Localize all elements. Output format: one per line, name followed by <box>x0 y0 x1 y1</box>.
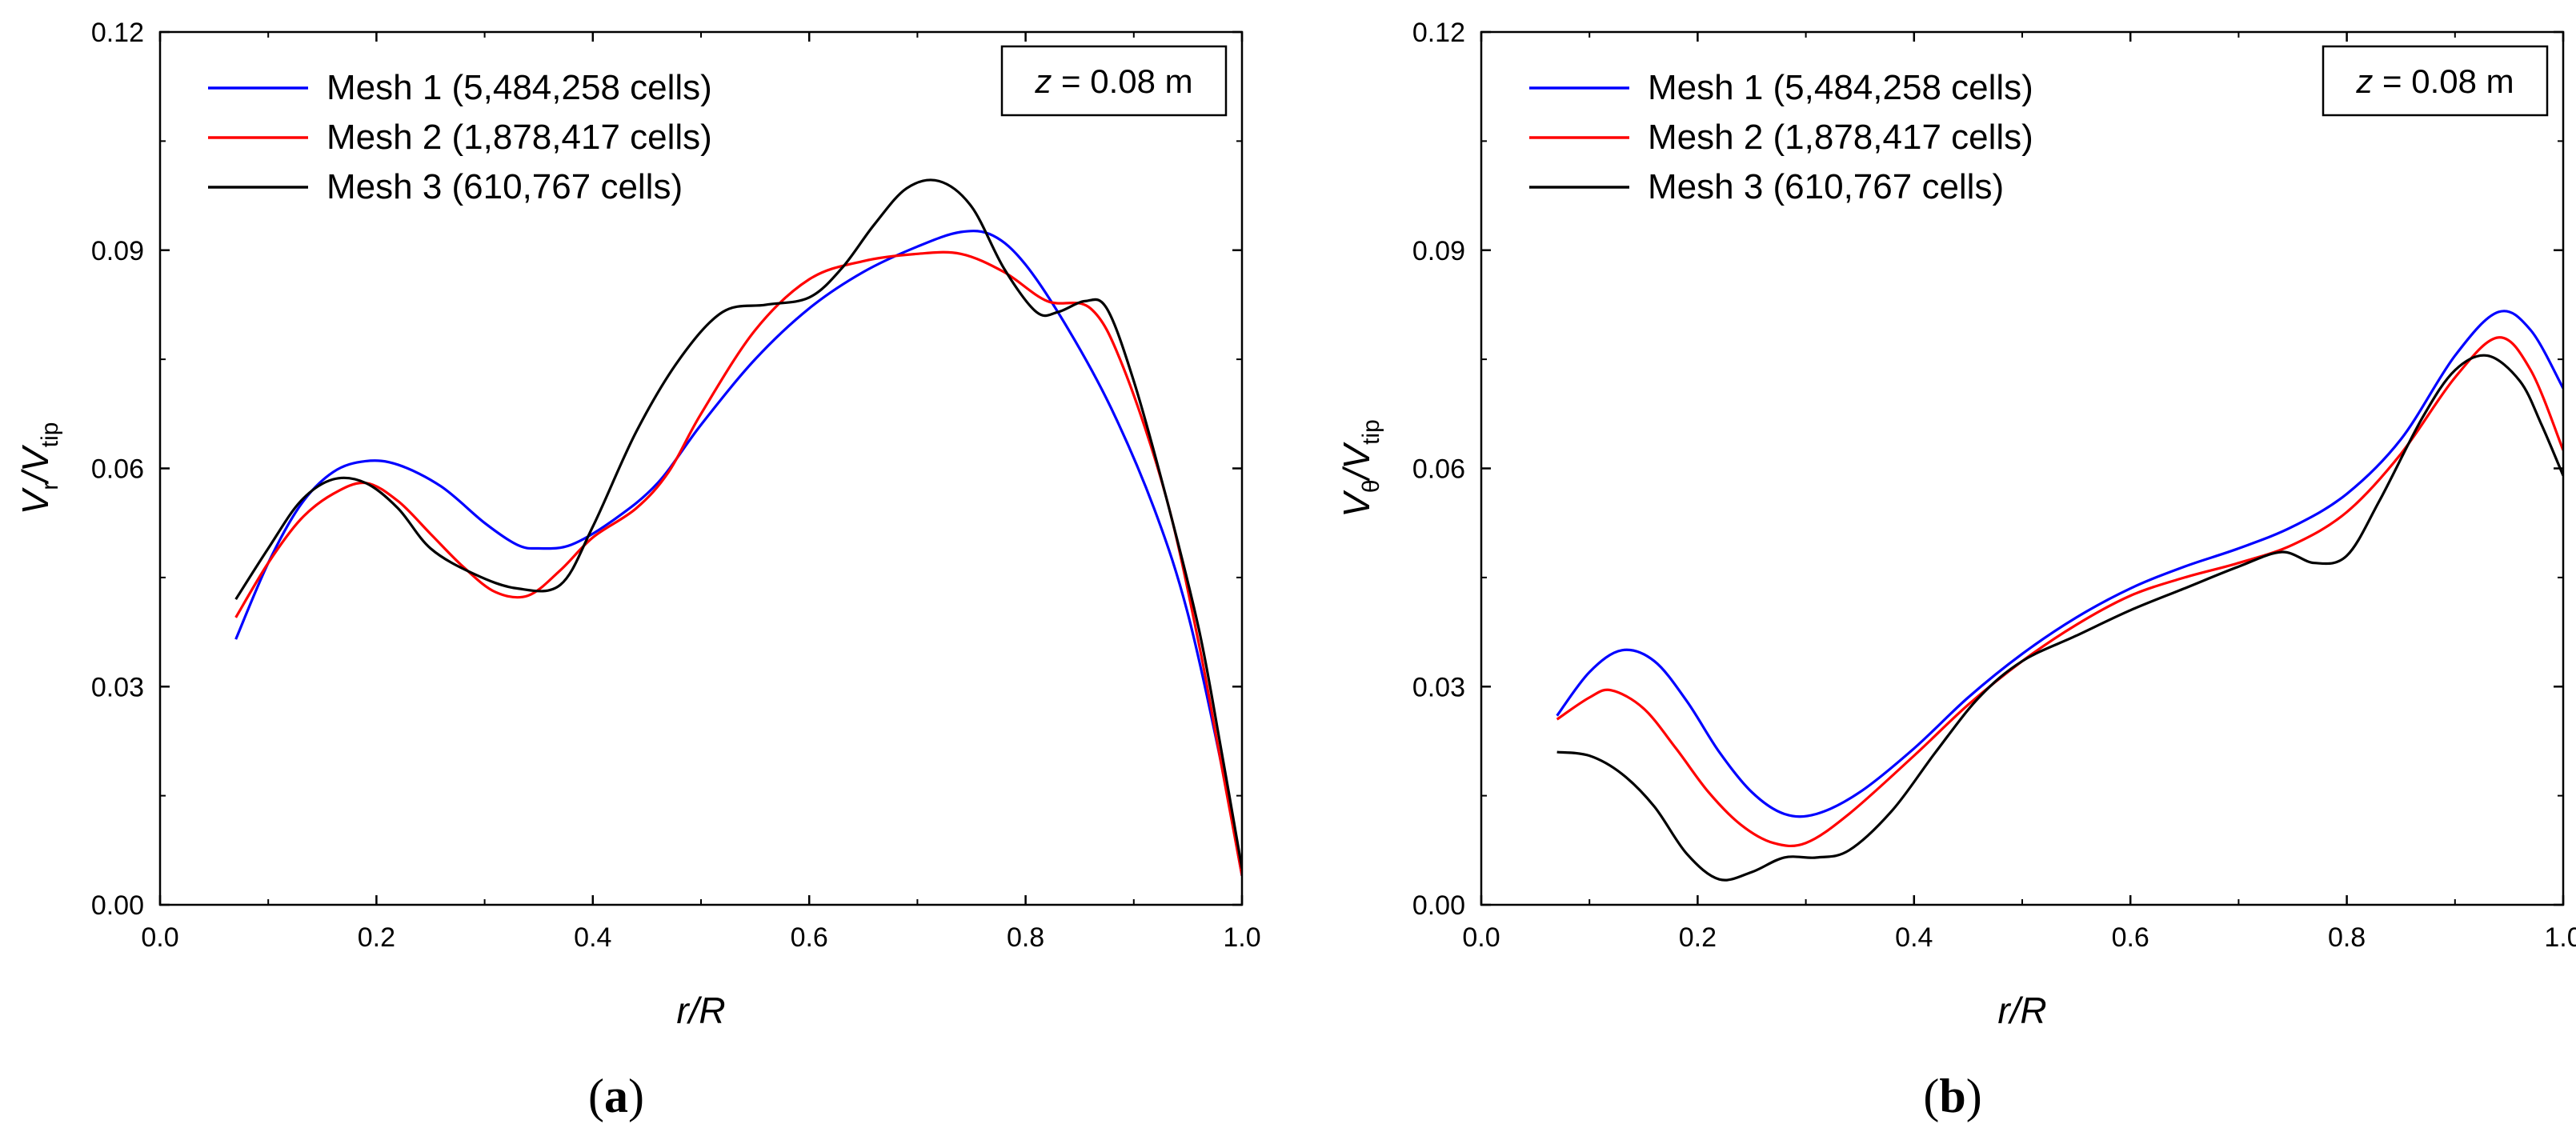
x-tick-label: 1.0 <box>2544 922 2576 953</box>
y-tick-label: 0.12 <box>91 18 144 48</box>
y-axis-title-sub: r <box>37 482 63 490</box>
y-axis-title-v: V <box>14 486 56 514</box>
y-tick-label: 0.03 <box>91 672 144 702</box>
y-axis-title-v-denominator: V <box>14 444 56 472</box>
panel-caption: (b) <box>1923 1070 1981 1122</box>
y-tick-label: 0.00 <box>91 890 144 921</box>
legend-label-mesh-3: Mesh 3 (610,767 cells) <box>327 167 683 206</box>
y-tick-label: 0.06 <box>91 454 144 485</box>
y-tick-label: 0.06 <box>1412 454 1465 485</box>
legend-label-mesh-1: Mesh 1 (5,484,258 cells) <box>1648 68 2033 107</box>
x-tick-label: 0.4 <box>1895 922 1933 953</box>
plot-frame <box>1480 30 2565 906</box>
annotation-variable: z <box>1034 62 1052 100</box>
legend-label-mesh-2: Mesh 2 (1,878,417 cells) <box>327 118 712 157</box>
legend-label-mesh-1: Mesh 1 (5,484,258 cells) <box>327 68 712 107</box>
y-axis-title-v-denominator: V <box>1336 442 1377 470</box>
y-axis-title-sub: θ <box>1358 479 1384 493</box>
y-axis-title: Vr/Vtip <box>14 422 63 515</box>
y-axis-title-v: V <box>1336 490 1377 518</box>
caption-paren-close: ) <box>628 1070 644 1122</box>
x-tick-label: 0.2 <box>1679 922 1717 953</box>
legend-label-mesh-2: Mesh 2 (1,878,417 cells) <box>1648 118 2033 157</box>
caption-letter: b <box>1939 1070 1965 1122</box>
y-axis-title-tip: tip <box>1358 419 1384 445</box>
series-line-mesh-1 <box>1556 310 2563 818</box>
y-tick-label: 0.12 <box>1412 18 1465 48</box>
x-tick-label: 0.6 <box>2112 922 2149 953</box>
x-axis-title: r/R <box>676 990 725 1031</box>
series-line-mesh-1 <box>234 230 1242 876</box>
annotation-value: = 0.08 m <box>1052 62 1192 100</box>
caption-paren-close: ) <box>1966 1070 1982 1122</box>
x-axis-title: r/R <box>1997 990 2046 1031</box>
legend-label-mesh-3: Mesh 3 (610,767 cells) <box>1648 167 2004 206</box>
y-tick-label: 0.09 <box>1412 236 1465 266</box>
y-tick-label: 0.00 <box>1412 890 1465 921</box>
y-axis-title-slash: / <box>14 469 56 485</box>
x-tick-label: 0.0 <box>1462 922 1500 953</box>
chart-panel-a: 0.0 0.2 0.4 0.6 0.8 1.0 0.00 0.03 0.06 0.09 0.12 r/… <box>14 18 1261 1122</box>
y-tick-label: 0.09 <box>91 236 144 266</box>
annotation-text: z = 0.08 m <box>2355 62 2514 100</box>
y-axis-title: Vθ/Vtip <box>1336 419 1384 518</box>
x-tick-label: 0.8 <box>1007 922 1044 953</box>
plot-frame <box>158 30 1244 906</box>
x-tick-label: 0.6 <box>791 922 828 953</box>
annotation-box <box>2322 45 2549 117</box>
x-tick-label: 1.0 <box>1223 922 1260 953</box>
caption-paren-open: ( <box>1923 1070 1939 1122</box>
series-line-mesh-3 <box>234 178 1242 869</box>
x-tick-label: 0.8 <box>2328 922 2366 953</box>
x-tick-label: 0.0 <box>141 922 178 953</box>
chart-panel-b: 0.0 0.2 0.4 0.6 0.8 1.0 0.00 0.03 0.06 0.09 0.12 r/… <box>1336 18 2576 1122</box>
y-axis-title-tip: tip <box>37 422 63 448</box>
series-line-mesh-2 <box>1556 336 2563 848</box>
x-tick-label: 0.2 <box>358 922 395 953</box>
panel-caption: (a) <box>588 1070 644 1122</box>
series-line-mesh-3 <box>1556 354 2563 882</box>
caption-paren-open: ( <box>588 1070 604 1122</box>
annotation-text: z = 0.08 m <box>1034 62 1192 100</box>
annotation-variable: z <box>2355 62 2373 100</box>
y-axis-title-slash: / <box>1336 466 1377 482</box>
series-line-mesh-2 <box>234 250 1242 876</box>
annotation-box <box>1000 45 1228 117</box>
caption-letter: a <box>604 1070 628 1122</box>
x-tick-label: 0.4 <box>574 922 611 953</box>
annotation-value: = 0.08 m <box>2373 62 2514 100</box>
y-tick-label: 0.03 <box>1412 672 1465 702</box>
